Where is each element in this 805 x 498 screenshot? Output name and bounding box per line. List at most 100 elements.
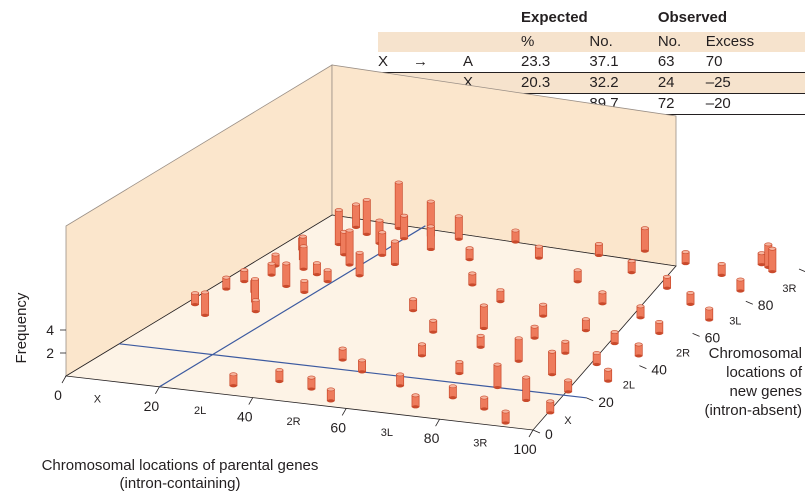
row-excess: 70 [705, 52, 805, 73]
bar-top [705, 306, 714, 311]
row-exp-no: 32.2 [589, 72, 658, 94]
bar-base [598, 302, 607, 306]
bar-base [628, 271, 636, 275]
x-arm-label: 2R [286, 416, 300, 428]
bar-base [429, 330, 437, 334]
bar [345, 228, 354, 267]
bar-base [267, 273, 276, 277]
bar-base [222, 287, 230, 291]
bar-top [299, 244, 308, 249]
bar-top [358, 358, 366, 363]
bar-top [267, 261, 276, 266]
row-excess: –20 [705, 93, 805, 115]
bar-top [480, 395, 489, 400]
bar-top [429, 318, 438, 323]
x-arm-label: 2L [194, 405, 206, 417]
bar-base [574, 280, 582, 284]
bar-base [313, 273, 321, 277]
x-arm-label: X [94, 393, 102, 405]
bar-top [271, 252, 280, 257]
bar-top [418, 342, 426, 347]
bar-base [465, 258, 474, 262]
row-excess: –25 [705, 72, 805, 94]
bar-base [641, 249, 649, 253]
bar [396, 372, 405, 388]
bar-body [282, 263, 291, 287]
bar [561, 339, 570, 355]
y-arm-label: 2L [623, 380, 635, 392]
bar-base [299, 267, 308, 271]
y-arm-label: X [564, 415, 572, 427]
bar [627, 259, 636, 275]
bar-top [323, 268, 332, 273]
bar-base [530, 336, 539, 340]
bar [400, 213, 409, 241]
bar [455, 360, 464, 376]
bar-base [502, 421, 510, 425]
bar-top [240, 268, 249, 272]
expected-group-header: Expected [521, 9, 588, 26]
bar-base [686, 302, 695, 306]
bar-top [222, 275, 231, 280]
bar-top [275, 368, 284, 372]
bar-top [686, 290, 695, 295]
bar [312, 261, 321, 277]
bar-base [449, 396, 457, 400]
bar-top [409, 297, 418, 302]
bar [240, 268, 249, 284]
bar-base [468, 283, 476, 287]
row-obs-no: 24 [657, 72, 706, 94]
bar-base [352, 225, 360, 229]
bar [736, 277, 745, 293]
bar-top [634, 342, 643, 347]
bar [534, 244, 543, 260]
bar-base [593, 362, 601, 367]
x-tick [435, 419, 440, 427]
bar-base [427, 247, 435, 252]
bar [299, 244, 308, 271]
y-tick-label: 0 [545, 426, 553, 442]
chart-labels: 2 4 Frequency 0 20 40 60 80 100 X 2L 2R 3L 3R 0 20 40 60 8… [13, 283, 803, 492]
y-arm-divider [119, 343, 587, 399]
table-group-header-row: Expected Observed [378, 4, 805, 32]
bar-top [352, 202, 360, 207]
bar-top [548, 349, 556, 354]
bar [610, 330, 619, 346]
y-tick-label: 60 [705, 329, 721, 345]
bar-top [229, 372, 238, 377]
bar [394, 180, 403, 231]
bar-top [455, 360, 464, 364]
bar-base [522, 398, 530, 403]
y-tick [532, 429, 541, 434]
bar-top [355, 250, 364, 255]
bar-top [522, 375, 531, 380]
row-obs-no: 63 [657, 52, 706, 73]
bar [323, 268, 332, 284]
x-axis-label: Chromosomal locations of parental genes(… [42, 457, 319, 492]
bar-top [390, 239, 399, 244]
bar [636, 304, 645, 320]
y-tick-label: 20 [598, 394, 614, 410]
bar-base [548, 373, 556, 377]
chart-bars [191, 180, 777, 425]
y-axis-label: Chromosomal locations of new genes (intron-… [704, 345, 802, 419]
bar-top [298, 234, 307, 239]
bar-base [493, 385, 502, 390]
bar [640, 226, 649, 253]
bar [378, 230, 387, 257]
bar-top [411, 393, 420, 398]
bar-top [476, 333, 485, 338]
bar [222, 275, 231, 291]
bar-body [400, 215, 409, 240]
bar-top [564, 378, 573, 383]
bar-top [636, 304, 645, 309]
bar-base [391, 262, 399, 267]
bar [411, 393, 420, 409]
bar-top [511, 228, 520, 233]
bar-top [362, 197, 371, 202]
bar-base [768, 270, 776, 274]
bar-base [201, 313, 209, 317]
chart-walls [64, 64, 677, 431]
bar-base [582, 329, 590, 333]
bar [448, 384, 457, 400]
